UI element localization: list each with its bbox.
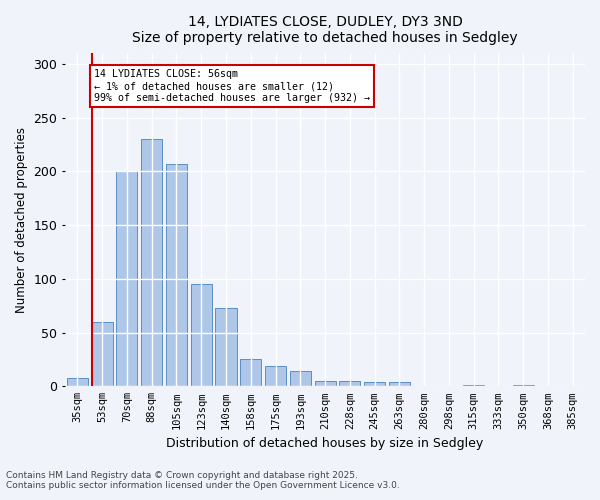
Bar [166, 164, 187, 386]
Text: Contains HM Land Registry data © Crown copyright and database right 2025.
Contai: Contains HM Land Registry data © Crown c… [6, 470, 400, 490]
Bar [191, 284, 212, 386]
Bar [92, 322, 113, 386]
Bar [389, 382, 410, 386]
Bar [116, 172, 137, 386]
Text: 14 LYDIATES CLOSE: 56sqm
← 1% of detached houses are smaller (12)
99% of semi-de: 14 LYDIATES CLOSE: 56sqm ← 1% of detache… [94, 70, 370, 102]
Bar [240, 360, 261, 386]
Bar [215, 308, 236, 386]
Bar [463, 385, 484, 386]
Title: 14, LYDIATES CLOSE, DUDLEY, DY3 3ND
Size of property relative to detached houses: 14, LYDIATES CLOSE, DUDLEY, DY3 3ND Size… [132, 15, 518, 45]
Bar [67, 378, 88, 386]
Bar [512, 385, 533, 386]
Bar [265, 366, 286, 386]
Bar [339, 381, 361, 386]
Bar [314, 381, 335, 386]
Y-axis label: Number of detached properties: Number of detached properties [15, 127, 28, 313]
Bar [141, 139, 162, 386]
X-axis label: Distribution of detached houses by size in Sedgley: Distribution of detached houses by size … [166, 437, 484, 450]
Bar [364, 382, 385, 386]
Bar [290, 372, 311, 386]
